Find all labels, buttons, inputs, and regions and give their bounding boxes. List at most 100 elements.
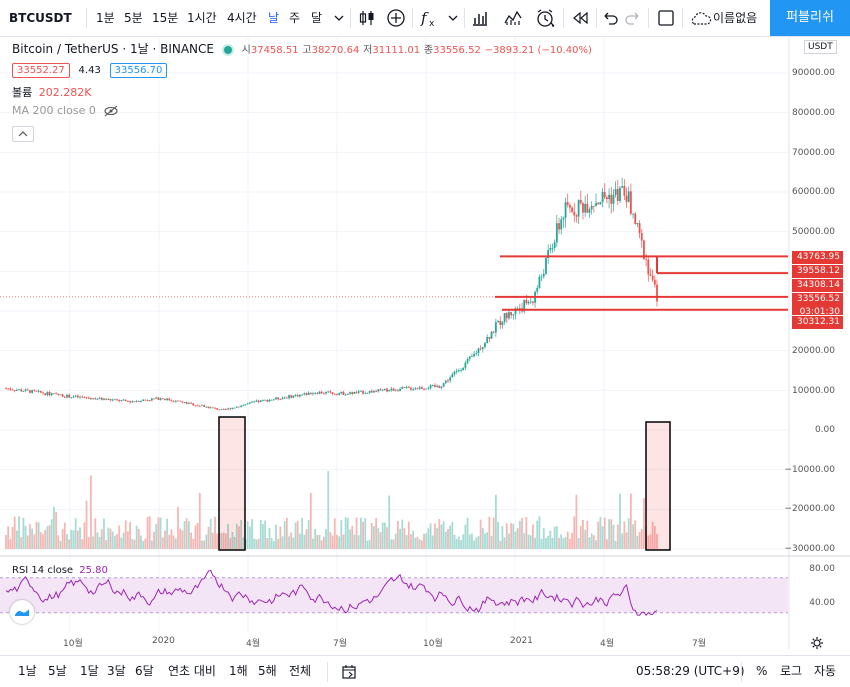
volume-bar: [569, 538, 571, 549]
log-toggle[interactable]: 로그: [780, 664, 803, 678]
candle-body: [270, 399, 273, 401]
eye-hidden-icon[interactable]: [103, 105, 119, 117]
volume-bar: [586, 520, 589, 549]
candle-body: [353, 392, 356, 394]
collapse-legend-button[interactable]: [12, 126, 34, 142]
candle-body: [307, 392, 310, 395]
open-value: 37458.51: [250, 45, 299, 56]
volume-bar: [449, 525, 452, 549]
candle-body: [420, 387, 423, 389]
volume-bar: [592, 535, 595, 549]
candle-body: [242, 405, 245, 406]
candle-body: [444, 380, 447, 384]
volume-bar: [434, 523, 436, 549]
price-tick: −30000.00: [784, 544, 835, 554]
replay-icon[interactable]: [570, 9, 590, 27]
rsi-legend[interactable]: RSI 14 close 25.80: [12, 565, 108, 576]
ma-indicator-label[interactable]: MA 200 close 0: [12, 104, 96, 117]
volume-bar: [451, 521, 454, 549]
currency-badge[interactable]: USDT: [804, 40, 837, 54]
candle-style-icon[interactable]: [357, 8, 377, 28]
interval-day[interactable]: 날: [268, 11, 280, 25]
bid-price-box[interactable]: 33552.27: [12, 63, 70, 78]
redo-icon[interactable]: [624, 9, 642, 27]
interval-dropdown-icon[interactable]: [334, 13, 344, 23]
price-tick: 90000.00: [792, 68, 835, 78]
publish-button[interactable]: 퍼블리쉬: [770, 0, 850, 36]
compare-add-icon[interactable]: [386, 8, 406, 28]
candle-body: [442, 383, 445, 387]
volume-bar: [551, 537, 554, 549]
volume-bar: [205, 534, 208, 549]
financials-icon[interactable]: [470, 8, 490, 28]
candle-body: [490, 331, 493, 339]
percent-toggle[interactable]: %: [756, 664, 768, 678]
candle-body: [592, 205, 595, 207]
range-1d[interactable]: 1날: [18, 664, 37, 678]
range-all[interactable]: 전체: [289, 664, 312, 678]
interval-15m[interactable]: 15분: [152, 11, 179, 25]
interval-5m[interactable]: 5분: [124, 11, 143, 25]
auto-toggle[interactable]: 자동: [814, 664, 837, 678]
candle-body: [564, 202, 567, 218]
volume-bar: [529, 535, 532, 549]
candle-body: [431, 385, 434, 386]
candle-body: [166, 398, 169, 401]
indicators-dropdown-icon[interactable]: [448, 13, 458, 23]
candle-body: [647, 259, 650, 275]
svg-text:x: x: [429, 19, 435, 28]
candle-body: [357, 391, 360, 393]
volume-bar: [325, 529, 327, 549]
interval-1h[interactable]: 1시간: [187, 11, 217, 25]
interval-month[interactable]: 달: [311, 11, 323, 25]
candle-body: [527, 301, 530, 304]
fullscreen-icon[interactable]: [657, 9, 675, 27]
candle-body: [599, 202, 602, 205]
volume-bar: [174, 538, 177, 549]
volume-bar: [22, 517, 25, 549]
range-5y[interactable]: 5해: [258, 664, 277, 678]
candle-body: [148, 400, 151, 401]
candle-body: [279, 399, 282, 400]
volume-bar: [366, 540, 369, 549]
volume-bar: [538, 516, 541, 549]
volume-bar: [192, 538, 195, 549]
chart-area[interactable]: [0, 37, 850, 649]
candle-body: [92, 398, 94, 400]
tradingview-logo-icon: [15, 609, 29, 616]
interval-4h[interactable]: 4시간: [227, 11, 257, 25]
volume-bar: [35, 521, 38, 549]
undo-icon[interactable]: [601, 9, 619, 27]
settings-gear-icon[interactable]: [810, 636, 824, 650]
candle-body: [100, 397, 103, 400]
ask-price-box[interactable]: 33556.70: [109, 63, 168, 78]
volume-bar: [255, 539, 258, 549]
volume-label: 볼륨: [12, 86, 33, 99]
volume-bar: [368, 539, 371, 549]
price-chart[interactable]: [0, 37, 850, 649]
clock-timezone[interactable]: 05:58:29 (UTC+9): [636, 664, 745, 678]
templates-icon[interactable]: [503, 8, 523, 28]
candle-body: [120, 400, 123, 402]
volume-bar: [159, 517, 162, 549]
range-3m[interactable]: 3달: [107, 664, 126, 678]
range-1m[interactable]: 1달: [80, 664, 99, 678]
volume-bar: [542, 527, 545, 549]
interval-1m[interactable]: 1분: [96, 11, 115, 25]
range-5d[interactable]: 5날: [48, 664, 67, 678]
layout-name[interactable]: 이름없음: [713, 11, 758, 25]
symbol-title[interactable]: Bitcoin / TetherUS · 1날 · BINANCE: [12, 42, 214, 56]
range-6m[interactable]: 6달: [135, 664, 154, 678]
volume-bar: [327, 471, 330, 549]
rsi-tick: 80.00: [809, 564, 835, 574]
spread-value: 4.43: [78, 65, 101, 76]
volume-bar: [540, 538, 543, 549]
range-1y[interactable]: 1해: [229, 664, 248, 678]
goto-date-icon[interactable]: [341, 664, 357, 680]
interval-week[interactable]: 주: [289, 11, 301, 25]
range-ytd[interactable]: 연초 대비: [168, 664, 216, 678]
symbol-search[interactable]: BTCUSDT: [9, 11, 72, 25]
volume-bar: [531, 524, 534, 549]
alert-icon[interactable]: [534, 7, 556, 29]
